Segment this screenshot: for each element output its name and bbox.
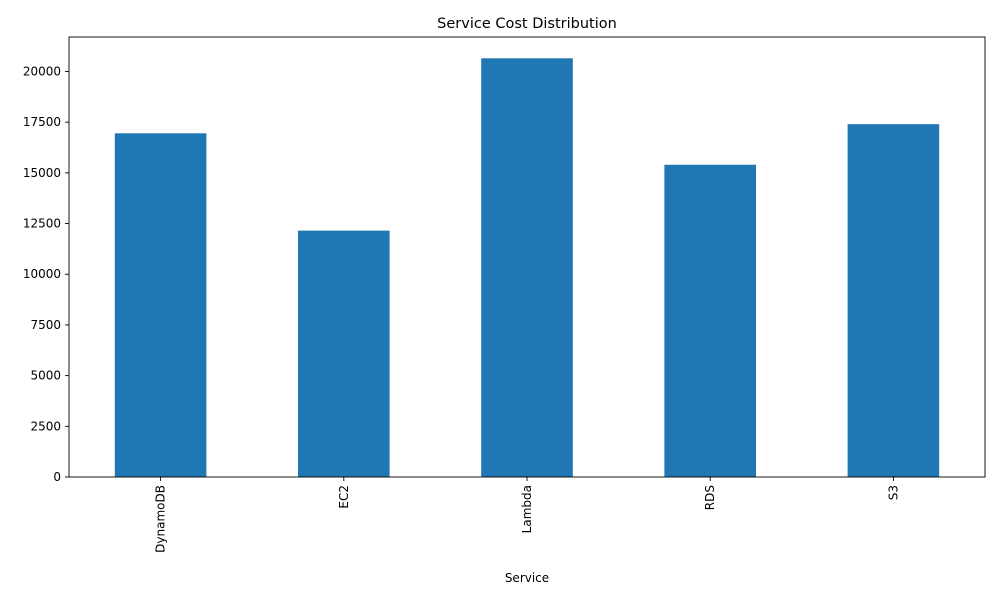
bar-s3 bbox=[847, 124, 940, 478]
bar-ec2 bbox=[298, 230, 390, 477]
chart-title: Service Cost Distribution bbox=[437, 16, 617, 32]
y-tick-label: 15000 bbox=[23, 166, 61, 180]
plot-area: 0 2500 5000 7500 10000 12500 15000 17500 20000 Dy… bbox=[23, 36, 986, 553]
bar-rds bbox=[664, 164, 756, 477]
y-tick-label: 12500 bbox=[23, 217, 61, 231]
y-tick-label: 20000 bbox=[23, 64, 61, 78]
y-tick-label: 0 bbox=[53, 470, 61, 484]
x-tick-label-lambda: Lambda bbox=[520, 485, 534, 533]
x-tick-label-s3: S3 bbox=[886, 485, 900, 500]
y-tick-label: 5000 bbox=[30, 369, 61, 383]
x-axis-label: Service bbox=[505, 571, 549, 585]
x-tick-label-rds: RDS bbox=[703, 485, 717, 510]
y-tick-label: 17500 bbox=[23, 115, 61, 129]
x-tick-label-dynamodb: DynamoDB bbox=[154, 485, 168, 553]
plot-frame bbox=[68, 36, 986, 478]
y-tick-label: 10000 bbox=[23, 267, 61, 281]
bar-dynamodb bbox=[114, 133, 207, 478]
x-tick-label-ec2: EC2 bbox=[337, 485, 351, 509]
bar-lambda bbox=[481, 58, 573, 478]
y-tick-label: 7500 bbox=[30, 318, 61, 332]
y-tick-label: 2500 bbox=[30, 419, 61, 433]
